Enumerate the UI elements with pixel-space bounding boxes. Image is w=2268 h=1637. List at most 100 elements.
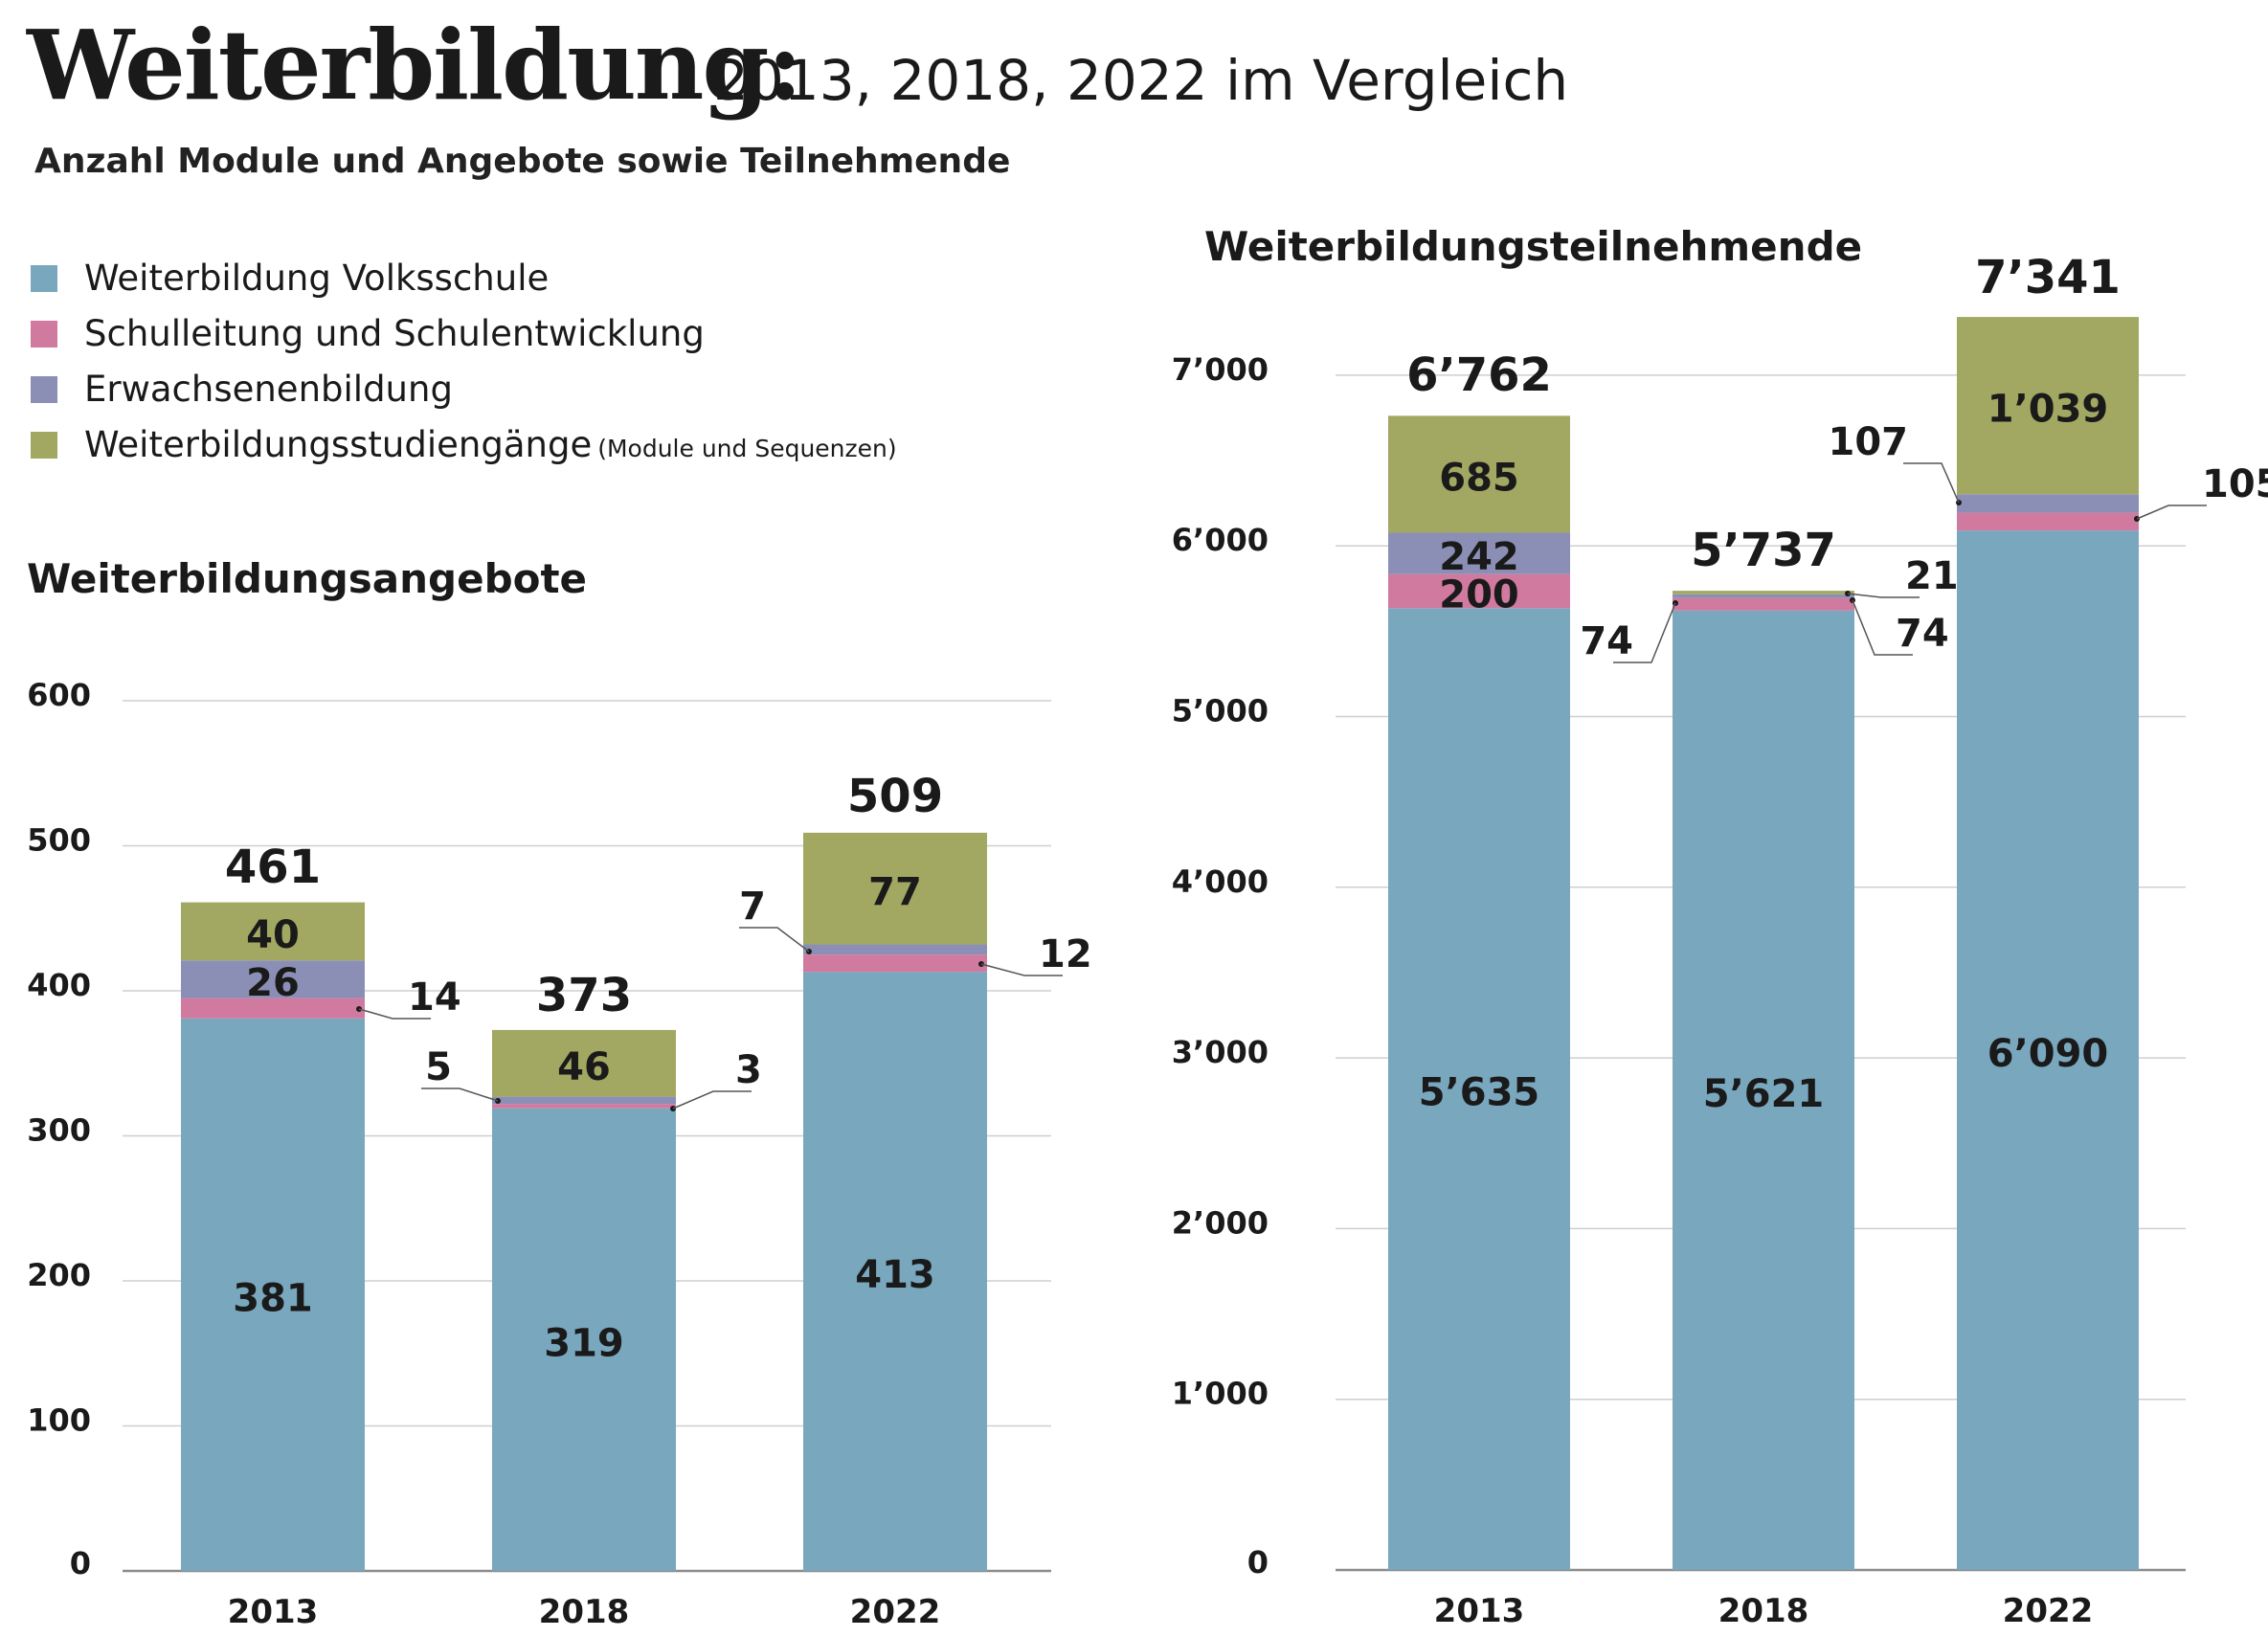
x-tick-label: 2013: [1434, 1592, 1525, 1630]
callout-label: 74: [1580, 619, 1633, 663]
bar-value-label: 46: [557, 1045, 611, 1089]
callout-line: [2136, 505, 2207, 520]
bar-value-label: 5’621: [1703, 1072, 1825, 1116]
segment-erwachsenenbildung: [1388, 532, 1570, 574]
legend-label: Weiterbildung Volksschule: [84, 258, 550, 299]
callout-label: 74: [1896, 612, 1949, 656]
callout-label: 12: [1039, 932, 1092, 976]
callout-line: [739, 927, 810, 953]
legend-item-erwachsenenbildung: Erwachsenenbildung: [31, 362, 897, 417]
segment-studiengaenge: [492, 1029, 676, 1097]
callout-line: [1613, 602, 1676, 663]
y-tick-label: 6’000: [1172, 522, 1269, 558]
legend-swatch: [31, 376, 57, 403]
segment-volksschule: [1388, 608, 1570, 1570]
bar-value-label: 200: [1439, 572, 1519, 617]
bar-value-label: 381: [233, 1276, 313, 1320]
segment-erwachsenenbildung: [803, 944, 987, 955]
legend-label: Schulleitung und Schulentwicklung: [84, 313, 705, 354]
chart-angebote: 0100200300400500600201346138126402018373…: [27, 677, 1091, 1631]
x-tick-label: 2018: [1718, 1592, 1809, 1630]
bar-value-label: 242: [1439, 535, 1519, 579]
bar-value-label: 319: [544, 1321, 624, 1365]
legend: Weiterbildung Volksschule Schulleitung u…: [31, 251, 897, 473]
segment-studiengaenge: [1957, 317, 2139, 495]
bar-value-label: 1’039: [1987, 388, 2109, 432]
bar-total-label: 509: [847, 770, 943, 823]
callout-label: 5: [425, 1045, 452, 1089]
y-tick-label: 200: [27, 1257, 91, 1293]
bar-total-label: 6’762: [1406, 348, 1552, 402]
page-title: Weiterbildung:: [27, 9, 802, 122]
chart-title-teilnehmende: Weiterbildungsteilnehmende: [1204, 223, 1863, 270]
bar-value-label: 26: [246, 961, 300, 1005]
segment-volksschule: [1673, 610, 1854, 1570]
legend-item-studiengaenge: Weiterbildungsstudiengänge (Module und Se…: [31, 417, 897, 473]
y-tick-label: 0: [1247, 1544, 1269, 1581]
page-subtitle: Anzahl Module und Angebote sowie Teilneh…: [34, 142, 1011, 181]
y-tick-label: 500: [27, 822, 91, 859]
chart-teilnehmende: 0 1’000 2’000 3’000 4’000 5’000 6’000 7’000 2013…: [1172, 251, 2268, 1630]
callout-line: [1903, 462, 1960, 504]
bar-value-label: 413: [855, 1253, 935, 1297]
callout-label: 105: [2202, 462, 2268, 506]
y-tick-label: 2’000: [1172, 1204, 1269, 1241]
y-tick-label: 1’000: [1172, 1376, 1269, 1412]
callout-line: [421, 1088, 499, 1102]
segment-schulleitung: [181, 998, 365, 1019]
bar-total-label: 7’341: [1975, 251, 2121, 304]
page-title-suffix: 2013, 2018, 2022 im Vergleich: [713, 48, 1569, 113]
callout-line: [672, 1090, 752, 1110]
segment-schulleitung: [492, 1104, 676, 1109]
segment-volksschule: [803, 972, 987, 1571]
segment-erwachsenenbildung: [1957, 494, 2139, 513]
segment-schulleitung: [1957, 512, 2139, 531]
bar-total-label: 373: [536, 969, 632, 1022]
segment-erwachsenenbildung: [181, 960, 365, 998]
legend-swatch: [31, 321, 57, 348]
bar-value-label: 685: [1439, 456, 1519, 500]
y-tick-label: 3’000: [1172, 1034, 1269, 1070]
segment-erwachsenenbildung: [492, 1096, 676, 1105]
y-tick-label: 7’000: [1172, 351, 1269, 388]
legend-item-volksschule: Weiterbildung Volksschule: [31, 251, 897, 306]
segment-schulleitung: [1388, 573, 1570, 609]
callout-line: [358, 1008, 431, 1020]
bar-value-label: 5’635: [1419, 1071, 1540, 1115]
x-tick-label: 2018: [539, 1593, 630, 1631]
x-tick-label: 2022: [2003, 1592, 2094, 1630]
callout-line: [1852, 599, 1913, 656]
bar-value-label: 40: [246, 913, 300, 957]
segment-volksschule: [492, 1108, 676, 1571]
callout-label: 21: [1905, 554, 1959, 598]
y-tick-label: 600: [27, 677, 91, 713]
y-tick-label: 300: [27, 1112, 91, 1149]
segment-schulleitung: [803, 954, 987, 973]
segment-volksschule: [181, 1018, 365, 1571]
y-tick-label: 5’000: [1172, 693, 1269, 729]
segment-schulleitung: [1673, 597, 1854, 611]
chart-title-angebote: Weiterbildungsangebote: [27, 555, 588, 602]
y-tick-label: 4’000: [1172, 863, 1269, 900]
legend-label: Weiterbildungsstudiengänge: [84, 424, 593, 465]
legend-swatch: [31, 265, 57, 292]
x-tick-label: 2013: [228, 1593, 319, 1631]
y-tick-label: 100: [27, 1402, 91, 1439]
y-tick-label: 400: [27, 967, 91, 1003]
segment-studiengaenge: [181, 902, 365, 961]
legend-item-schulleitung: Schulleitung und Schulentwicklung: [31, 306, 897, 362]
legend-note: (Module und Sequenzen): [597, 435, 897, 462]
callout-line: [1847, 593, 1920, 598]
callout-label: 7: [739, 885, 766, 929]
x-tick-label: 2022: [850, 1593, 941, 1631]
legend-swatch: [31, 432, 57, 459]
legend-label: Erwachsenenbildung: [84, 369, 453, 410]
segment-studiengaenge: [803, 832, 987, 945]
callout-line: [980, 963, 1063, 976]
callout-label: 107: [1829, 420, 1909, 464]
bar-total-label: 5’737: [1691, 524, 1836, 577]
segment-studiengaenge: [1388, 415, 1570, 533]
bar-value-label: 6’090: [1987, 1032, 2109, 1076]
y-tick-label: 0: [70, 1545, 91, 1581]
segment-volksschule: [1957, 530, 2139, 1570]
